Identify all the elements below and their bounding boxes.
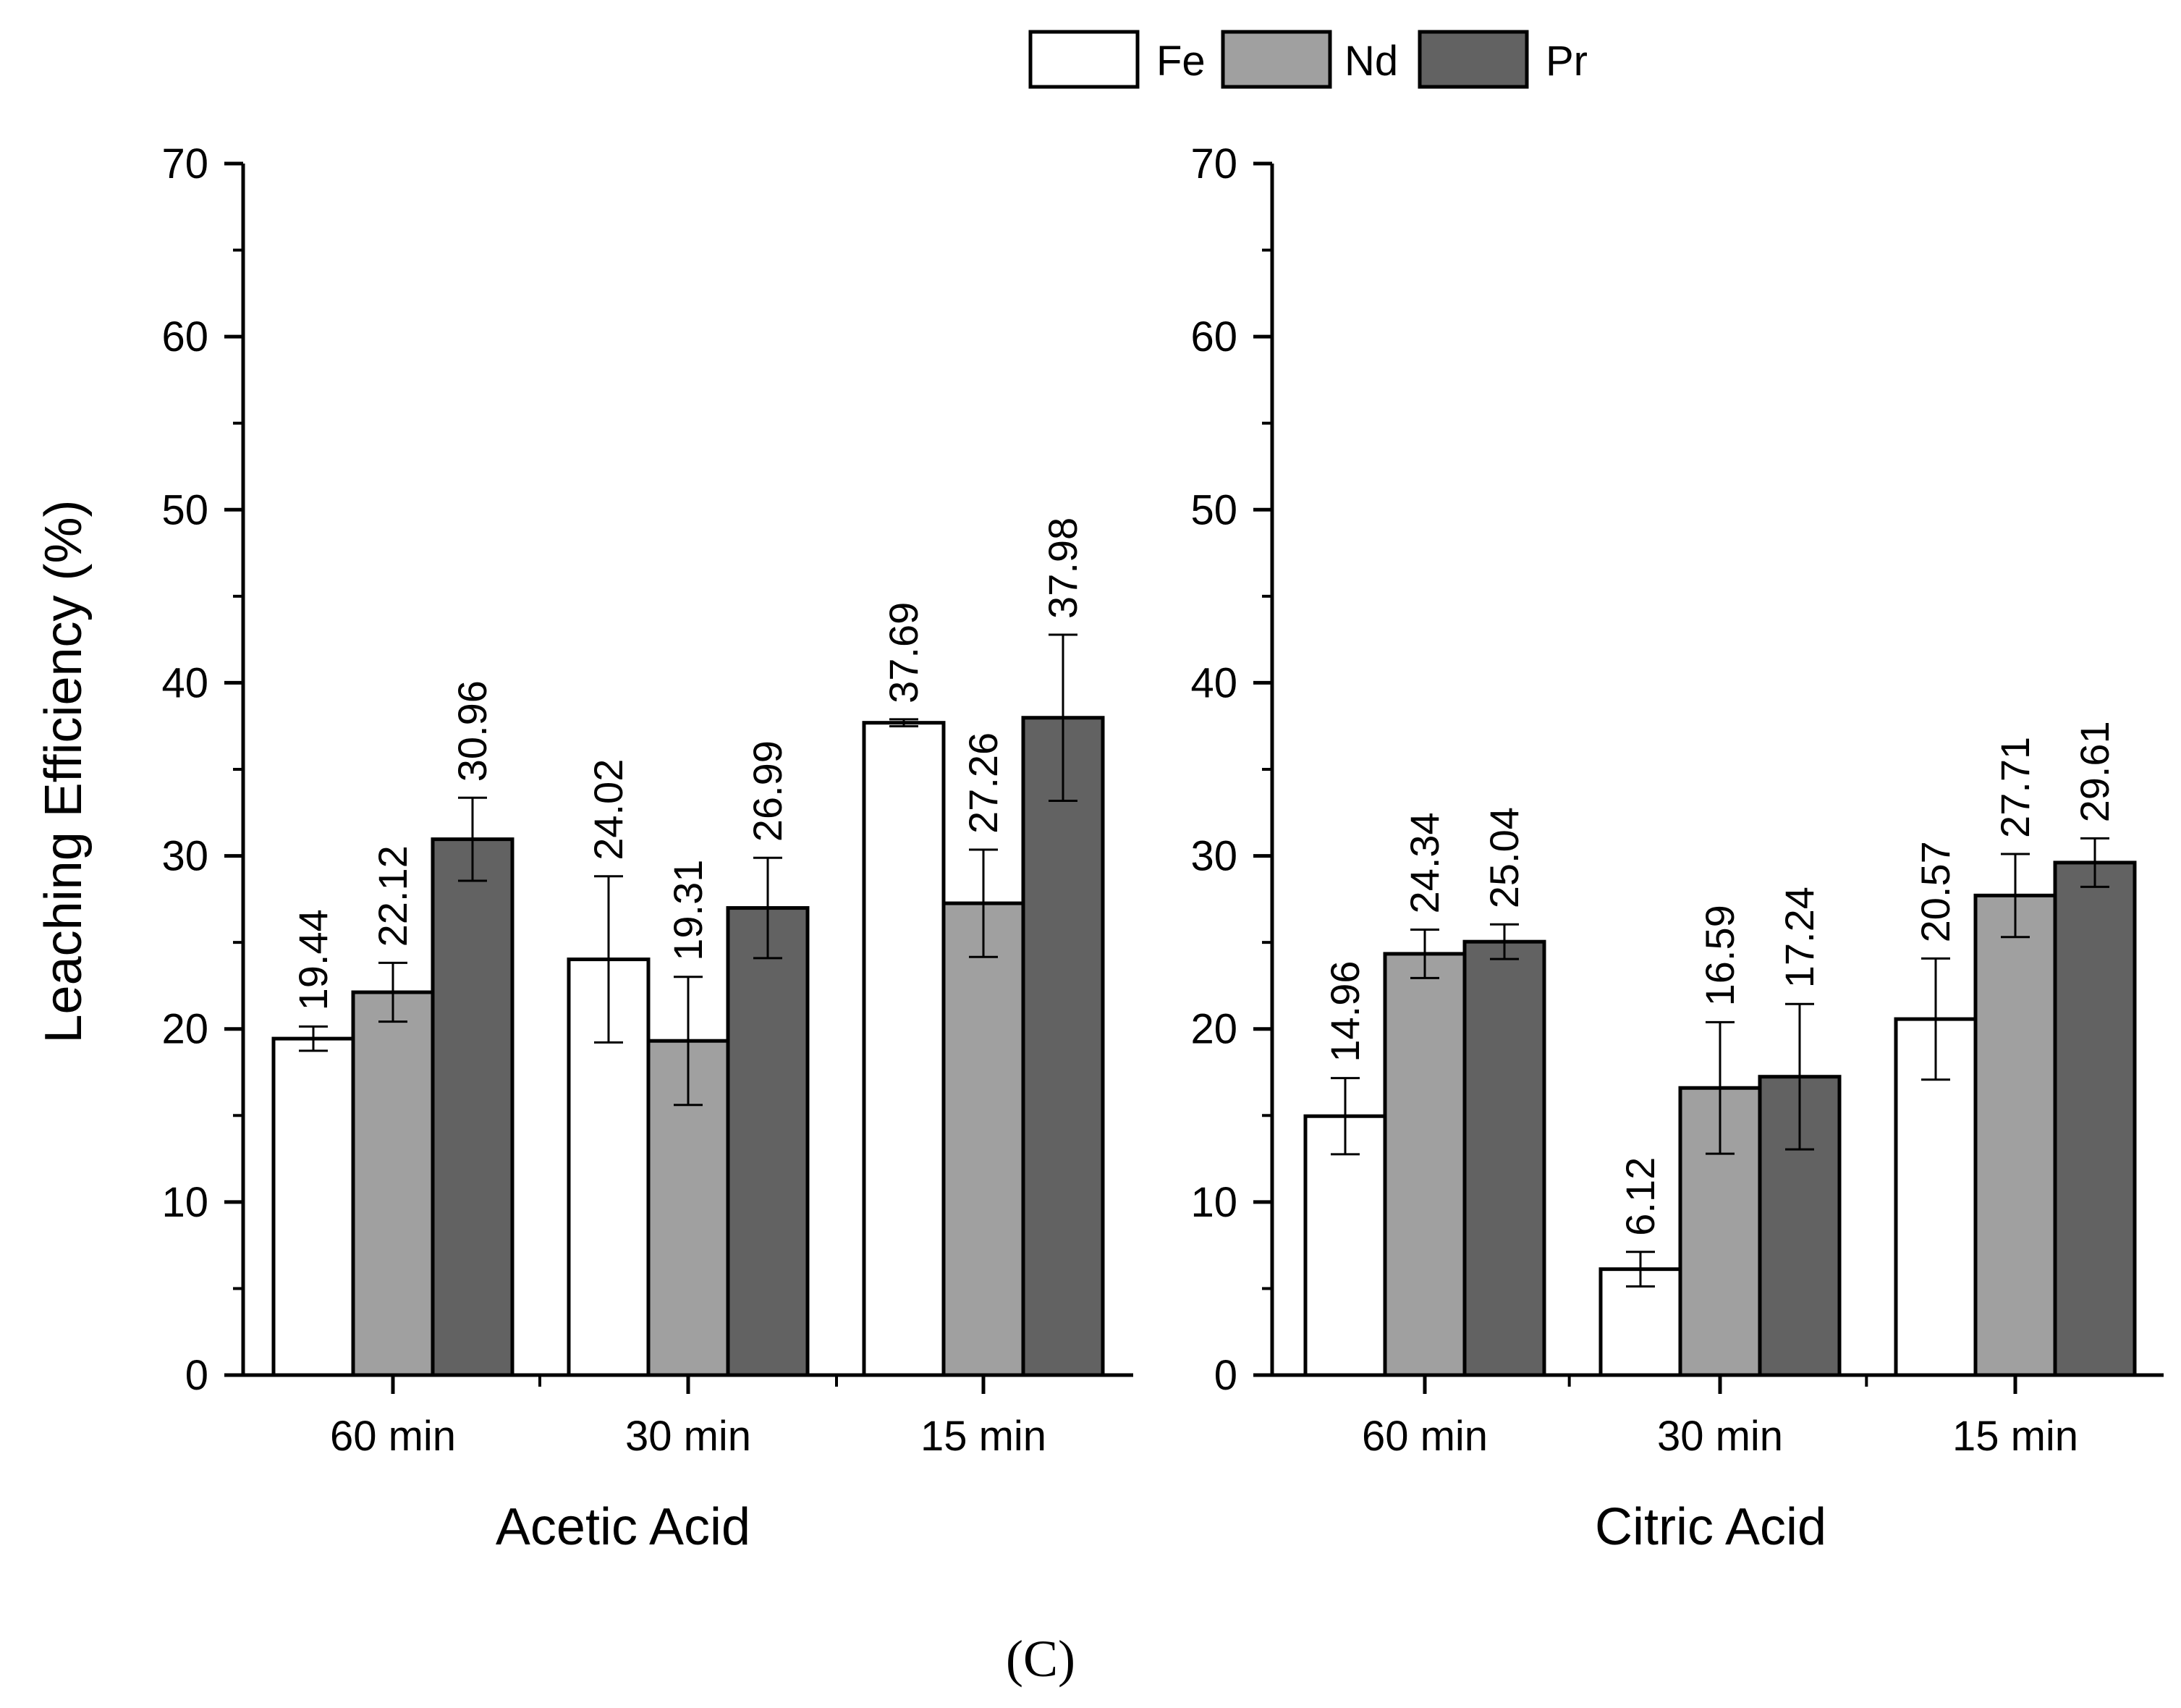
legend-swatch-nd	[1221, 30, 1332, 89]
citric-x-tick-label: 30 min	[1657, 1413, 1783, 1460]
legend-label-fe: Fe	[1156, 38, 1206, 85]
citric-bar-pr	[1462, 939, 1546, 1377]
acetic-y-tick-label: 60	[161, 313, 208, 360]
acetic-x-tick-label: 15 min	[920, 1413, 1046, 1460]
legend-label-pr: Pr	[1546, 38, 1588, 85]
acetic-data-label: 19.44	[290, 909, 336, 1010]
acetic-bar-pr	[1021, 716, 1105, 1377]
citric-y-tick-label: 30	[1190, 833, 1237, 880]
citric-x-tick-label: 60 min	[1362, 1413, 1488, 1460]
citric-data-label: 24.34	[1402, 812, 1447, 913]
citric-x-tick-label: 15 min	[1952, 1413, 2078, 1460]
legend-label-nd: Nd	[1344, 38, 1398, 85]
acetic-data-label: 19.31	[665, 860, 711, 961]
citric-bar-nd	[1973, 893, 2057, 1377]
acetic-bar-fe	[862, 721, 946, 1377]
citric-data-label: 27.71	[1992, 737, 2038, 838]
acetic-x-axis-title: Acetic Acid	[496, 1498, 750, 1556]
citric-y-tick-label: 60	[1190, 313, 1237, 360]
citric-data-label: 25.04	[1481, 807, 1527, 908]
citric-y-tick-label: 10	[1190, 1179, 1237, 1226]
acetic-x-tick-label: 60 min	[330, 1413, 456, 1460]
acetic-y-tick-label: 10	[161, 1179, 208, 1226]
citric-data-label: 17.24	[1776, 887, 1822, 988]
citric-data-label: 29.61	[2072, 721, 2117, 822]
citric-x-axis-title: Citric Acid	[1595, 1498, 1826, 1556]
acetic-y-tick-label: 20	[161, 1006, 208, 1053]
citric-bar-fe	[1303, 1114, 1387, 1377]
acetic-y-tick-label: 70	[161, 140, 208, 187]
citric-data-label: 16.59	[1697, 905, 1742, 1006]
acetic-y-tick-label: 0	[185, 1352, 208, 1399]
acetic-y-tick-label: 50	[161, 486, 208, 533]
acetic-bar-fe	[271, 1036, 355, 1377]
acetic-bar-pr	[431, 837, 514, 1377]
citric-data-label: 20.57	[1913, 841, 1958, 942]
citric-y-tick-label: 20	[1190, 1006, 1237, 1053]
panel-letter: (C)	[1006, 1630, 1075, 1688]
acetic-bar-nd	[351, 990, 435, 1377]
citric-bar-pr	[2053, 861, 2137, 1377]
acetic-data-label: 37.69	[881, 602, 926, 703]
acetic-bar-nd	[941, 901, 1025, 1377]
legend: Fe Nd Pr	[1028, 30, 1588, 89]
acetic-y-tick-label: 30	[161, 833, 208, 880]
citric-data-label: 14.96	[1322, 960, 1368, 1062]
citric-y-tick-label: 50	[1190, 486, 1237, 533]
acetic-y-tick-label: 40	[161, 659, 208, 706]
acetic-acid-panel: 0 10 20 30 40 50 60 70 60 min 19.44 22.12 30.96 30 m…	[161, 140, 1133, 1556]
acetic-data-label: 27.26	[960, 732, 1006, 834]
acetic-data-label: 30.96	[449, 680, 495, 782]
citric-data-label: 6.12	[1617, 1157, 1663, 1236]
acetic-data-label: 26.99	[745, 740, 790, 842]
citric-y-tick-label: 0	[1214, 1352, 1237, 1399]
citric-y-tick-label: 70	[1190, 140, 1237, 187]
acetic-bar-pr	[726, 906, 810, 1377]
y-axis-title: Leaching Efficiency (%)	[35, 499, 93, 1043]
acetic-data-label: 22.12	[370, 845, 415, 947]
acetic-data-label: 24.02	[585, 759, 631, 861]
legend-swatch-pr	[1418, 30, 1529, 89]
citric-bar-nd	[1383, 952, 1467, 1377]
legend-swatch-fe	[1028, 30, 1140, 89]
acetic-data-label: 37.98	[1040, 517, 1085, 619]
citric-y-tick-label: 40	[1190, 659, 1237, 706]
citric-bar-pr	[1758, 1075, 1842, 1377]
citric-acid-panel: 0 10 20 30 40 50 60 70 60 min 14.96 24.34 25.04 30 m…	[1190, 140, 2164, 1556]
acetic-x-tick-label: 30 min	[625, 1413, 751, 1460]
